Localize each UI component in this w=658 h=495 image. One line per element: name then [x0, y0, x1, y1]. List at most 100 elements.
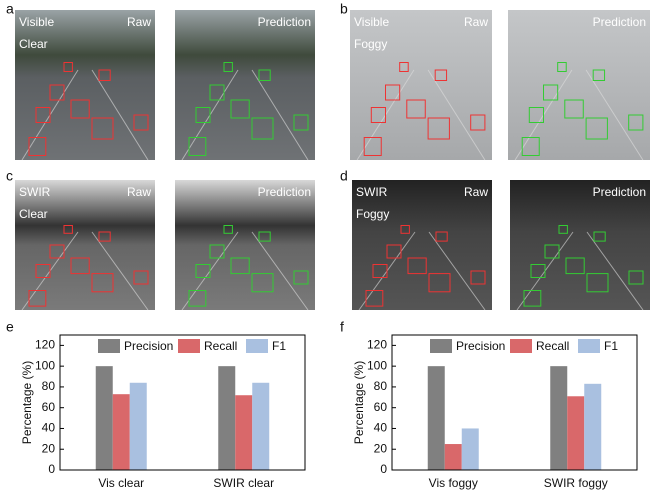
- detection-box: [209, 244, 225, 259]
- y-tick-label: 40: [42, 421, 56, 435]
- bar: [252, 382, 270, 470]
- detection-box: [407, 257, 427, 275]
- detection-box: [372, 264, 388, 278]
- detection-box: [98, 69, 111, 81]
- detection-box: [470, 114, 486, 131]
- detection-box: [63, 62, 73, 72]
- detection-box: [363, 137, 382, 156]
- detection-box: [223, 62, 233, 72]
- photo: [350, 10, 492, 160]
- photo-title: Prediction: [258, 185, 311, 199]
- photo-title: Prediction: [258, 15, 311, 29]
- detection-box: [543, 84, 559, 101]
- detection-box: [544, 244, 560, 259]
- detection-box: [293, 270, 309, 285]
- detection-box: [628, 114, 644, 131]
- photo-tag: SWIR: [19, 185, 51, 199]
- detection-box: [365, 290, 384, 307]
- y-tick-label: 120: [367, 338, 387, 352]
- photo-title: Raw: [127, 15, 151, 29]
- detection-box: [470, 270, 486, 285]
- detection-box: [49, 244, 65, 259]
- detection-box: [63, 225, 73, 234]
- detection-box: [523, 290, 542, 307]
- photo-title: Prediction: [593, 15, 646, 29]
- panel-label: b: [340, 1, 348, 17]
- panel-label: f: [340, 319, 344, 335]
- y-tick-label: 40: [374, 421, 388, 435]
- detection-box: [258, 231, 271, 242]
- detection-box: [528, 107, 544, 123]
- bar: [567, 396, 585, 470]
- detection-box: [251, 273, 274, 293]
- detection-box: [564, 99, 584, 119]
- photo-tag: Foggy: [356, 207, 389, 221]
- y-tick-label: 80: [42, 379, 56, 393]
- legend-label: Recall: [204, 339, 237, 353]
- detection-box: [28, 290, 47, 307]
- photo-title: Raw: [127, 185, 151, 199]
- bar: [218, 366, 236, 470]
- photo: [15, 180, 155, 310]
- bar: [584, 383, 602, 470]
- detection-box: [133, 114, 149, 131]
- panel-label: e: [6, 319, 14, 335]
- y-tick-label: 120: [35, 338, 55, 352]
- detection-box: [428, 273, 451, 293]
- detection-box: [28, 137, 47, 156]
- detection-box: [188, 290, 207, 307]
- y-tick-label: 100: [35, 358, 55, 372]
- detection-box: [195, 107, 211, 123]
- legend-swatch: [578, 339, 600, 353]
- x-tick-label: SWIR clear: [213, 476, 274, 490]
- detection-box: [70, 99, 90, 119]
- detection-box: [133, 270, 149, 285]
- x-tick-label: Vis foggy: [429, 476, 478, 490]
- detection-box: [188, 137, 207, 156]
- detection-box: [399, 62, 409, 72]
- photo: [352, 180, 492, 310]
- bar: [129, 382, 147, 470]
- legend-swatch: [246, 339, 268, 353]
- bar: [235, 395, 253, 470]
- legend-swatch: [510, 339, 532, 353]
- detection-box: [91, 273, 114, 293]
- panel-label: c: [6, 168, 13, 184]
- bar: [444, 444, 462, 470]
- detection-box: [521, 137, 540, 156]
- y-axis-label: Percentage (%): [352, 361, 366, 444]
- detection-box: [230, 99, 250, 119]
- detection-box: [386, 244, 402, 259]
- plot-frame: [59, 334, 306, 471]
- plot-frame: [391, 334, 638, 471]
- photo-tag: Visible: [19, 15, 54, 29]
- photo: [510, 180, 650, 310]
- detection-box: [565, 257, 585, 275]
- detection-box: [385, 84, 401, 101]
- detection-box: [427, 117, 450, 140]
- detection-box: [251, 117, 274, 140]
- detection-box: [98, 231, 111, 242]
- photo-tag: Clear: [19, 207, 48, 221]
- photo-title: Prediction: [593, 185, 646, 199]
- detection-box: [585, 117, 608, 140]
- y-axis-label: Percentage (%): [20, 361, 34, 444]
- y-tick-label: 60: [42, 400, 56, 414]
- bar: [427, 366, 445, 470]
- photo-tag: Foggy: [354, 37, 387, 51]
- detection-box: [593, 231, 606, 242]
- x-tick-label: SWIR foggy: [544, 476, 608, 490]
- detection-box: [628, 270, 644, 285]
- y-tick-label: 60: [374, 400, 388, 414]
- detection-box: [258, 69, 271, 81]
- detection-box: [49, 84, 65, 101]
- detection-box: [406, 99, 426, 119]
- legend-swatch: [178, 339, 200, 353]
- photo-tag: SWIR: [356, 185, 388, 199]
- detection-box: [209, 84, 225, 101]
- legend-label: F1: [604, 339, 618, 353]
- detection-box: [70, 257, 90, 275]
- y-tick-label: 100: [367, 358, 387, 372]
- detection-box: [223, 225, 233, 234]
